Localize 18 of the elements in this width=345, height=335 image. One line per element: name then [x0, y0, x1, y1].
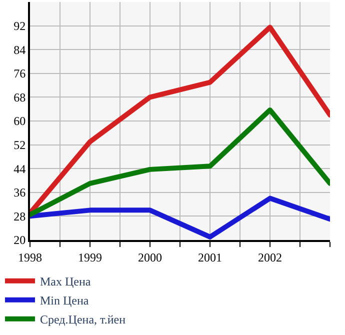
legend-label: Сред.Цена, т.йен [40, 312, 126, 327]
y-tick-label: 68 [14, 90, 26, 104]
x-tick-label: 1998 [18, 250, 42, 264]
y-tick-label: 76 [14, 66, 26, 81]
y-tick-label: 36 [14, 186, 26, 200]
x-tick-label: 2002 [258, 250, 282, 264]
legend-label: Min Цена [40, 294, 90, 308]
x-tick-label: 2000 [138, 250, 162, 264]
y-tick-label: 20 [14, 233, 26, 248]
x-tick-label: 1999 [78, 250, 102, 264]
y-tick-label: 60 [14, 114, 26, 128]
y-tick-label: 44 [14, 162, 26, 176]
y-tick-label: 92 [14, 18, 26, 33]
y-tick-label: 84 [14, 42, 26, 57]
y-tick-label: 28 [14, 209, 26, 224]
legend-label: Max Цена [40, 274, 92, 289]
y-tick-label: 52 [14, 138, 26, 152]
x-tick-label: 2001 [198, 250, 222, 264]
